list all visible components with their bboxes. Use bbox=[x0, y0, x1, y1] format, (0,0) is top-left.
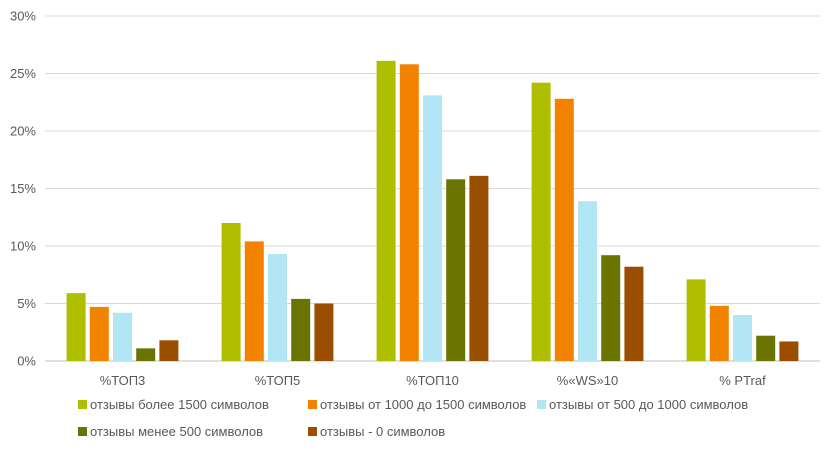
x-category-label: %ТОП5 bbox=[255, 373, 301, 388]
x-category-label: % PTraf bbox=[719, 373, 766, 388]
bar bbox=[531, 82, 551, 361]
legend-swatch bbox=[308, 400, 317, 409]
y-tick-label: 30% bbox=[10, 9, 36, 24]
legend: отзывы более 1500 символов отзывы от 1000… bbox=[78, 397, 748, 439]
legend-swatch bbox=[78, 427, 87, 436]
legend-swatch bbox=[308, 427, 317, 436]
bar bbox=[709, 305, 729, 361]
bars bbox=[66, 60, 799, 362]
x-category-label: %ТОП10 bbox=[406, 373, 459, 388]
legend-swatch bbox=[78, 400, 87, 409]
legend-swatch bbox=[537, 400, 546, 409]
bar bbox=[291, 298, 311, 361]
bar bbox=[136, 348, 156, 361]
bar bbox=[779, 341, 799, 361]
bar bbox=[244, 241, 264, 361]
y-tick-label: 10% bbox=[10, 239, 36, 254]
bar bbox=[268, 254, 287, 361]
bar bbox=[756, 335, 776, 361]
legend-label: отзывы от 1000 до 1500 символов bbox=[320, 397, 526, 412]
bar bbox=[469, 175, 489, 361]
bar bbox=[423, 95, 442, 361]
y-tick-label: 25% bbox=[10, 66, 36, 81]
x-category-label: %ТОП3 bbox=[100, 373, 146, 388]
bar bbox=[314, 303, 334, 361]
y-tick-label: 15% bbox=[10, 181, 36, 196]
bar bbox=[113, 312, 132, 361]
bar bbox=[399, 64, 419, 362]
bar bbox=[66, 293, 86, 361]
x-category-label: %«WS»10 bbox=[557, 373, 618, 388]
bar bbox=[578, 201, 597, 361]
bar bbox=[733, 315, 752, 361]
legend-label: отзывы - 0 символов bbox=[320, 424, 445, 439]
y-tick-label: 5% bbox=[17, 296, 36, 311]
bar bbox=[89, 306, 109, 361]
legend-label: отзывы от 500 до 1000 символов bbox=[549, 397, 748, 412]
bar bbox=[376, 60, 396, 361]
bar bbox=[686, 279, 706, 361]
y-tick-label: 0% bbox=[17, 354, 36, 369]
bar bbox=[554, 98, 574, 362]
x-axis-category-labels: %ТОП3 %ТОП5 %ТОП10 %«WS»10 % PTraf bbox=[100, 373, 766, 388]
legend-label: отзывы менее 500 символов bbox=[90, 424, 263, 439]
y-tick-label: 20% bbox=[10, 124, 36, 139]
bar bbox=[221, 223, 241, 361]
bar bbox=[446, 179, 466, 361]
bar bbox=[624, 266, 644, 361]
bar bbox=[601, 255, 621, 361]
bar bbox=[159, 340, 179, 361]
y-axis-tick-labels: 0% 5% 10% 15% 20% 25% 30% bbox=[10, 9, 36, 369]
legend-label: отзывы более 1500 символов bbox=[90, 397, 269, 412]
